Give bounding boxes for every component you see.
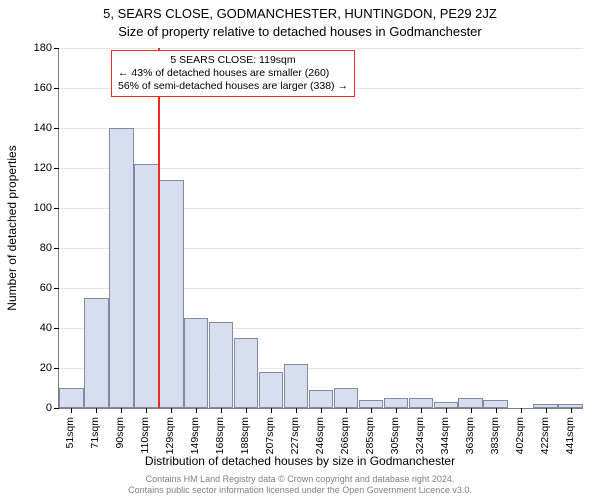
y-tick (54, 288, 59, 289)
footer-line-1: Contains HM Land Registry data © Crown c… (146, 474, 455, 484)
annotation-box: 5 SEARS CLOSE: 119sqm← 43% of detached h… (111, 50, 355, 97)
x-tick-label: 188sqm (239, 417, 251, 454)
y-tick-label: 140 (12, 122, 52, 134)
y-tick (54, 208, 59, 209)
y-tick (54, 328, 59, 329)
y-tick (54, 248, 59, 249)
y-tick-label: 160 (12, 82, 52, 94)
histogram-bar (59, 388, 83, 408)
x-tick (546, 408, 547, 413)
chart-page: 5, SEARS CLOSE, GODMANCHESTER, HUNTINGDO… (0, 0, 600, 500)
x-tick (396, 408, 397, 413)
histogram-bar (184, 318, 208, 408)
y-tick-label: 80 (12, 242, 52, 254)
x-tick (121, 408, 122, 413)
x-tick (271, 408, 272, 413)
x-tick (371, 408, 372, 413)
page-title: 5, SEARS CLOSE, GODMANCHESTER, HUNTINGDO… (0, 6, 600, 21)
x-tick (171, 408, 172, 413)
x-tick (221, 408, 222, 413)
histogram-bar (458, 398, 482, 408)
annotation-line-3: 56% of semi-detached houses are larger (… (118, 80, 348, 93)
y-tick-label: 180 (12, 42, 52, 54)
footer-line-2: Contains public sector information licen… (128, 485, 472, 495)
y-tick-label: 100 (12, 202, 52, 214)
x-tick-label: 207sqm (264, 417, 276, 454)
annotation-line-1: 5 SEARS CLOSE: 119sqm (118, 54, 348, 67)
x-tick-label: 129sqm (164, 417, 176, 454)
x-tick (471, 408, 472, 413)
y-tick (54, 168, 59, 169)
histogram-plot: 5 SEARS CLOSE: 119sqm← 43% of detached h… (58, 48, 583, 409)
x-tick-label: 246sqm (314, 417, 326, 454)
y-tick (54, 368, 59, 369)
x-tick (421, 408, 422, 413)
y-tick (54, 88, 59, 89)
histogram-bar (483, 400, 507, 408)
x-tick (496, 408, 497, 413)
page-subtitle: Size of property relative to detached ho… (0, 24, 600, 39)
y-tick (54, 48, 59, 49)
histogram-bar (359, 400, 383, 408)
x-tick (571, 408, 572, 413)
histogram-bar (384, 398, 408, 408)
footer-attribution: Contains HM Land Registry data © Crown c… (0, 474, 600, 496)
x-tick-label: 71sqm (89, 417, 101, 449)
x-tick-label: 402sqm (514, 417, 526, 454)
x-tick-label: 149sqm (189, 417, 201, 454)
histogram-bar (309, 390, 333, 408)
x-tick-label: 90sqm (114, 417, 126, 449)
x-tick-label: 51sqm (64, 417, 76, 449)
y-tick-label: 0 (12, 402, 52, 414)
x-tick (71, 408, 72, 413)
x-tick-label: 324sqm (414, 417, 426, 454)
histogram-bar (284, 364, 308, 408)
x-tick (196, 408, 197, 413)
gridline (59, 48, 583, 49)
histogram-bar (259, 372, 283, 408)
x-tick (521, 408, 522, 413)
x-tick-label: 227sqm (289, 417, 301, 454)
y-tick (54, 408, 59, 409)
x-tick-label: 266sqm (339, 417, 351, 454)
histogram-bar (84, 298, 108, 408)
x-tick (321, 408, 322, 413)
y-tick-label: 20 (12, 362, 52, 374)
histogram-bar (409, 398, 433, 408)
x-tick (246, 408, 247, 413)
x-tick-label: 363sqm (464, 417, 476, 454)
annotation-line-2: ← 43% of detached houses are smaller (26… (118, 67, 348, 80)
histogram-bar (334, 388, 358, 408)
histogram-bar (209, 322, 233, 408)
x-tick-label: 383sqm (489, 417, 501, 454)
x-tick-label: 344sqm (439, 417, 451, 454)
histogram-bar (234, 338, 258, 408)
histogram-bar (109, 128, 133, 408)
histogram-bar (159, 180, 183, 408)
x-tick (146, 408, 147, 413)
x-tick-label: 422sqm (539, 417, 551, 454)
y-tick-label: 60 (12, 282, 52, 294)
x-axis-label: Distribution of detached houses by size … (0, 454, 600, 468)
x-tick-label: 285sqm (364, 417, 376, 454)
x-tick (346, 408, 347, 413)
x-tick-label: 441sqm (564, 417, 576, 454)
gridline (59, 128, 583, 129)
x-tick-label: 168sqm (214, 417, 226, 454)
x-tick-label: 305sqm (389, 417, 401, 454)
y-tick-label: 40 (12, 322, 52, 334)
marker-line (158, 48, 160, 408)
x-tick (446, 408, 447, 413)
y-tick-label: 120 (12, 162, 52, 174)
x-tick (296, 408, 297, 413)
y-tick (54, 128, 59, 129)
x-tick (96, 408, 97, 413)
x-tick-label: 110sqm (139, 417, 151, 454)
histogram-bar (134, 164, 158, 408)
